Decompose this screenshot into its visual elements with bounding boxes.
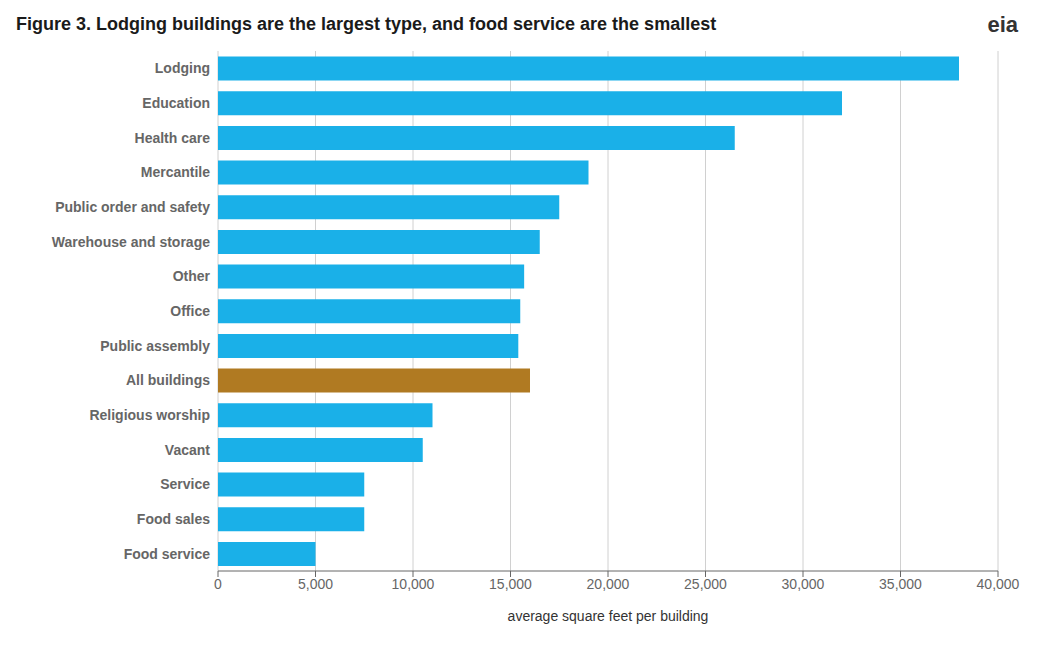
svg-text:25,000: 25,000: [684, 576, 727, 592]
svg-text:15,000: 15,000: [489, 576, 532, 592]
svg-text:All buildings: All buildings: [126, 372, 210, 388]
svg-text:Vacant: Vacant: [165, 442, 210, 458]
svg-text:Food service: Food service: [124, 546, 211, 562]
svg-text:Warehouse and storage: Warehouse and storage: [52, 234, 210, 250]
svg-text:Lodging: Lodging: [155, 60, 210, 76]
svg-text:Office: Office: [170, 303, 210, 319]
svg-text:Public order and safety: Public order and safety: [55, 199, 210, 215]
svg-text:10,000: 10,000: [392, 576, 435, 592]
svg-text:40,000: 40,000: [977, 576, 1020, 592]
html-text:eia: eia: [987, 12, 1018, 37]
svg-text:5,000: 5,000: [298, 576, 333, 592]
svg-text:30,000: 30,000: [782, 576, 825, 592]
svg-text:Mercantile: Mercantile: [141, 164, 210, 180]
svg-text:20,000: 20,000: [587, 576, 630, 592]
svg-text:0: 0: [214, 576, 222, 592]
svg-text:Public assembly: Public assembly: [100, 338, 210, 354]
svg-text:average square feet per buildi: average square feet per building: [508, 608, 709, 624]
svg-text:Other: Other: [173, 268, 211, 284]
svg-text:35,000: 35,000: [879, 576, 922, 592]
svg-text:Health care: Health care: [135, 130, 211, 146]
svg-text:Education: Education: [142, 95, 210, 111]
svg-text:Religious worship: Religious worship: [89, 407, 210, 423]
svg-text:Service: Service: [160, 476, 210, 492]
svg-text:Food sales: Food sales: [137, 511, 210, 527]
html-text:Figure 3. Lodging buildings ar: Figure 3. Lodging buildings are the larg…: [16, 14, 717, 34]
